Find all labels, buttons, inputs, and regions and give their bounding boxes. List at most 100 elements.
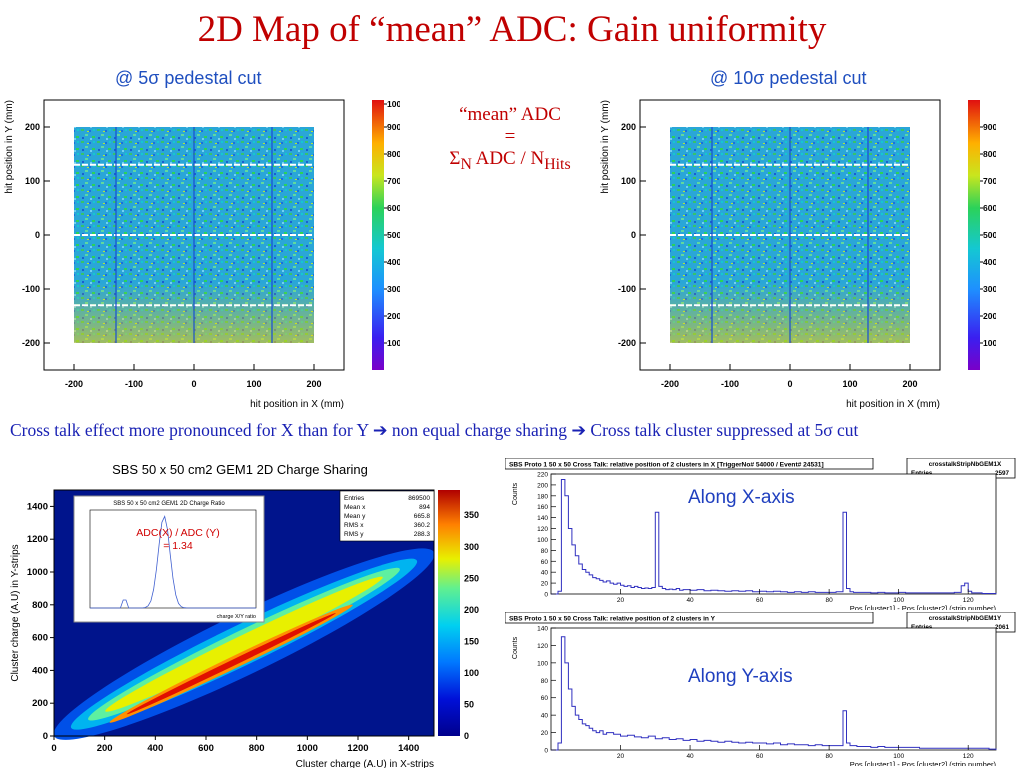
y-tick-label: 140 [537,515,548,522]
x-tick-label: 1200 [347,743,368,754]
x-tick-label: 80 [826,753,834,760]
y-tick-label: 600 [32,633,48,644]
x-axis-label: hit position in X (mm) [846,399,940,410]
y-tick-label: 20 [541,730,549,737]
x-tick-label: 200 [97,743,113,754]
z-tick-label: 0 [464,731,469,741]
z-tick-label: 8000 [387,149,400,159]
y-tick-label: 120 [537,526,548,533]
hist-stats-entries-label: Entries [911,624,933,631]
histogram-line [551,636,997,751]
z-tick-label: 5000 [983,230,996,240]
z-tick-label: 300 [464,542,479,552]
x-axis-label: hit position in X (mm) [250,399,344,410]
y-axis-label: Counts [512,482,519,505]
y-tick-label: 220 [537,472,548,479]
y-axis-label: Cluster charge (A.U) in Y-strips [10,544,21,681]
y-tick-label: 100 [537,660,548,667]
z-tick-label: 6000 [387,203,400,213]
chart-map-5sigma: -200 -100 0 100 200 -200 -100 0 100 200 hit positi… [4,99,400,410]
stats-name: RMS y [344,531,364,538]
y-tick-label: 20 [541,581,549,588]
x-tick-label: 200 [306,379,321,389]
y-tick-label: 100 [537,537,548,544]
y-tick-label: 1000 [27,567,48,578]
stats-box [339,490,435,542]
x-tick-label: 600 [198,743,214,754]
x-tick-label: 800 [249,743,265,754]
x-tick-label: 0 [51,743,56,754]
y-tick-label: 40 [541,570,549,577]
z-tick-label: 3000 [387,284,400,294]
plot-frame [550,473,997,595]
stats-value: 894 [419,504,430,511]
y-tick-label: 800 [32,600,48,611]
z-tick-label: 350 [464,510,479,520]
hist-stats-entries: 2061 [995,624,1010,631]
slide-title: 2D Map of “mean” ADC: Gain uniformity [197,9,827,50]
hist-title: SBS Proto 1 50 x 50 Cross Talk: relative… [509,616,716,623]
y-tick-label: 0 [43,731,48,742]
z-tick-label: 150 [464,636,479,646]
hist-stats-name: crosstalkStripNbGEM1Y [929,615,1002,622]
x-tick-label: -200 [661,379,679,389]
y-tick-label: 180 [537,493,548,500]
y-tick-label: 1400 [27,501,48,512]
x-tick-label: 0 [191,379,196,389]
z-tick-label: 200 [464,605,479,615]
chart-charge-sharing: SBS 50 x 50 cm2 GEM1 2D Charge Sharing 0 2… [10,462,479,768]
formula-mid: ADC / N [471,148,545,169]
x-tick-label: 40 [686,597,694,604]
z-tick-label: 1000 [983,338,996,348]
inset-title: SBS 50 x 50 cm2 GEM1 2D Charge Ratio [113,501,225,507]
y-tick-label: 200 [621,122,636,132]
z-tick-label: 8000 [983,149,996,159]
z-tick-label: 6000 [983,203,996,213]
chart-crosstalk-y: SBS Proto 1 50 x 50 Cross Talk: relative… [505,612,1016,766]
z-tick-label: 50 [464,699,474,709]
x-tick-label: 120 [963,597,974,604]
z-tick-label: 3000 [983,284,996,294]
z-tick-label: 4000 [387,257,400,267]
x-tick-label: 20 [617,753,625,760]
y-axis-label: Counts [512,636,519,659]
y-tick-label: 120 [537,643,548,650]
stats-name: Entries [344,495,365,502]
y-tick-label: 160 [537,504,548,511]
inset-frame [89,509,257,609]
x-axis-label: Cluster charge (A.U) in X-strips [296,759,434,768]
x-tick-label: -100 [125,379,143,389]
x-tick-label: 40 [686,753,694,760]
y-tick-label: 400 [32,665,48,676]
stats-value: 288.3 [414,531,431,538]
stats-name: RMS x [344,522,364,529]
plot-frame [550,627,997,751]
charge-ridge-band [126,613,336,715]
stats-value: 665.8 [414,513,431,520]
y-tick-label: 80 [541,548,549,555]
x-tick-label: 20 [617,597,625,604]
mean-adc-formula: “mean” ADC = ΣN ADC / NHits [430,104,590,176]
formula-sub-hits: Hits [544,155,571,173]
y-tick-label: 1200 [27,534,48,545]
crosstalk-note: Cross talk effect more pronounced for X … [10,420,859,440]
z-tick-label: 1000 [387,338,400,348]
x-tick-label: 400 [147,743,163,754]
x-tick-label: 200 [902,379,917,389]
color-bar [372,100,384,370]
formula-sigma: Σ [449,148,461,169]
x-tick-label: -200 [65,379,83,389]
inset-x-label: charge X/Y ratio [217,614,256,620]
along-x-label: Along X-axis [688,487,795,508]
x-tick-label: 60 [756,753,764,760]
z-tick-label: 4000 [983,257,996,267]
hist-stats-name: crosstalkStripNbGEM1X [929,461,1002,468]
z-tick-label: 2000 [983,311,996,321]
left-map-label: @ 5σ pedestal cut [115,68,262,88]
y-tick-label: 0 [631,230,636,240]
x-tick-label: 100 [246,379,261,389]
along-y-label: Along Y-axis [688,666,793,687]
z-tick-label: 5000 [387,230,400,240]
y-tick-label: 200 [537,482,548,489]
inset-panel [73,495,265,623]
